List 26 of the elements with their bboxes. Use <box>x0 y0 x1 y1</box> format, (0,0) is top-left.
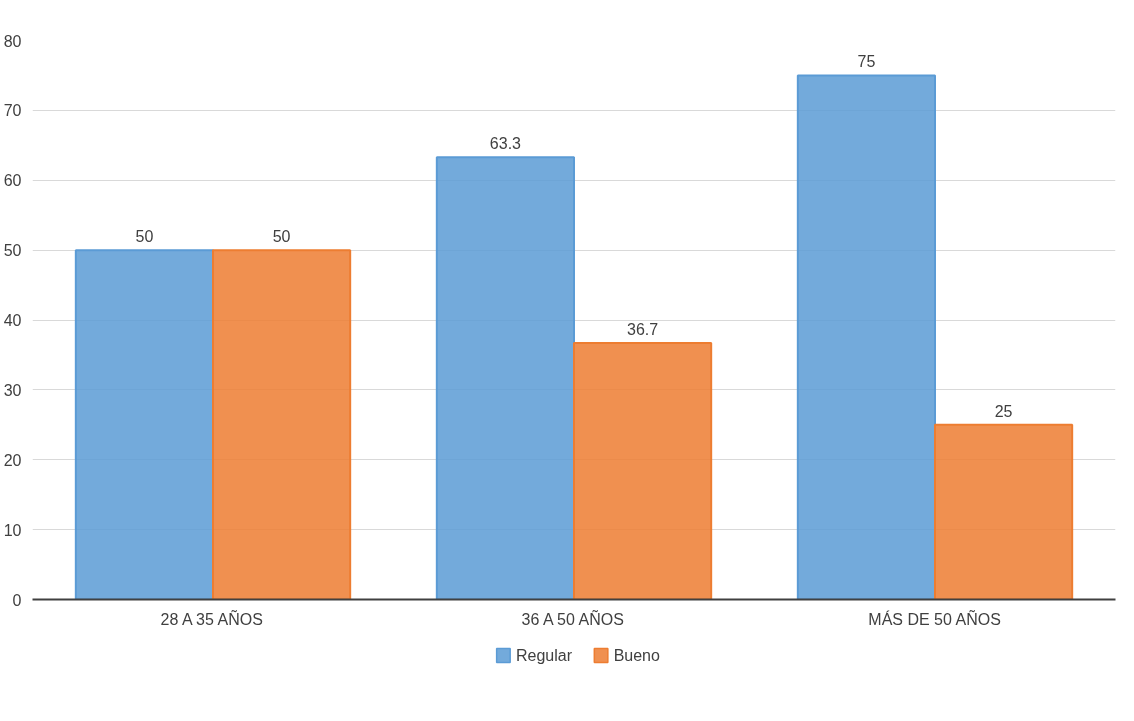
bar <box>74 249 214 600</box>
data-label: 63.3 <box>489 135 522 153</box>
bar <box>435 156 575 600</box>
bar <box>573 342 713 600</box>
bar <box>934 423 1074 600</box>
y-tick-label: 50 <box>3 242 22 260</box>
data-label: 25 <box>994 402 1013 420</box>
bar <box>212 249 352 600</box>
data-label: 36.7 <box>627 321 659 339</box>
y-tick-label: 60 <box>3 172 22 190</box>
x-tick-label: 28 A 35 AÑOS <box>160 608 263 628</box>
y-tick-label: 0 <box>12 591 22 609</box>
data-label: 75 <box>857 53 876 71</box>
legend-label: Bueno <box>613 647 661 664</box>
x-tick-label: MÁS DE 50 AÑOS <box>868 608 1001 628</box>
bar <box>796 74 936 600</box>
y-tick-label: 80 <box>3 32 22 50</box>
y-tick-label: 20 <box>3 451 22 469</box>
data-label: 50 <box>272 228 291 246</box>
x-tick-label: 36 A 50 AÑOS <box>521 608 624 628</box>
y-tick-label: 30 <box>3 381 22 399</box>
y-tick-label: 10 <box>3 521 22 539</box>
legend-label: Regular <box>515 647 573 664</box>
y-tick-label: 70 <box>3 102 22 120</box>
data-label: 50 <box>135 228 154 246</box>
y-tick-label: 40 <box>3 312 22 329</box>
